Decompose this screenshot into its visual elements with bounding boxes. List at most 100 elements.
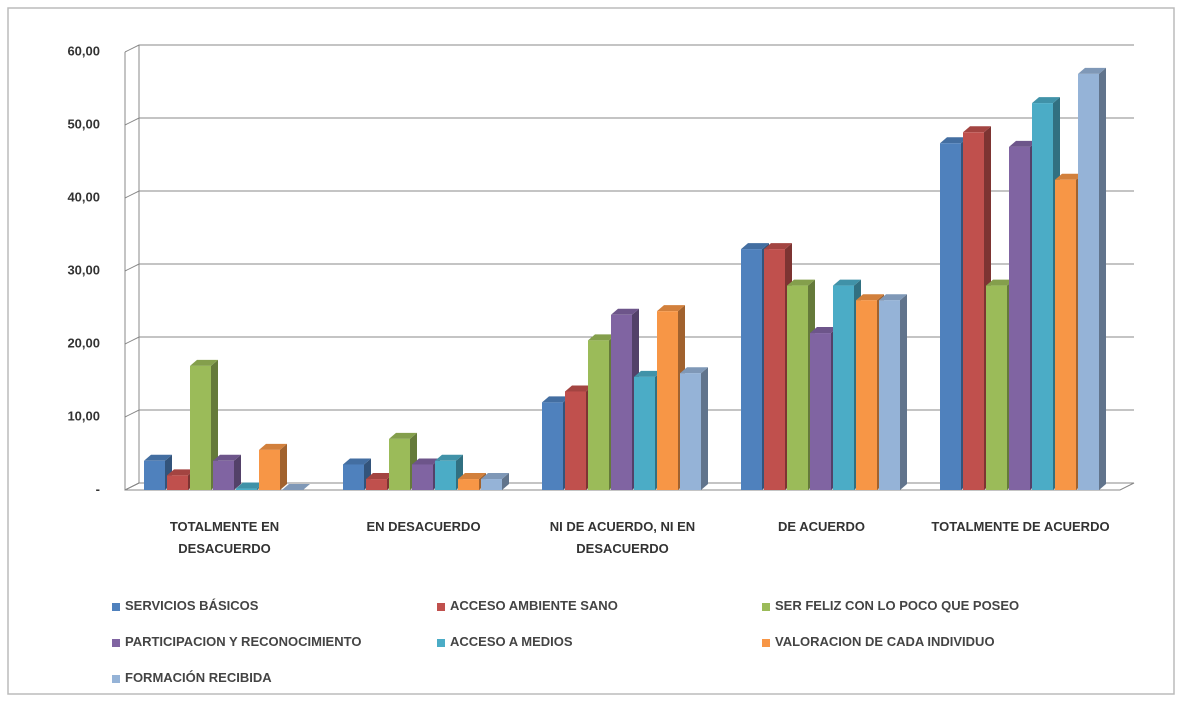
bar-top (1032, 97, 1060, 104)
bar-front (343, 464, 364, 490)
grid-line (124, 190, 1134, 199)
bar-front (1078, 73, 1099, 491)
legend-label: PARTICIPACION Y RECONOCIMIENTO (125, 634, 362, 649)
y-tick-label: 60,00 (67, 43, 100, 58)
bar-top (810, 327, 838, 334)
bar-side (280, 443, 287, 490)
bar (481, 473, 509, 490)
bar-front (213, 460, 234, 490)
bar-top (236, 482, 264, 489)
bar-front (1009, 146, 1030, 490)
legend-item: VALORACION DE CADA INDIVIDUO (762, 634, 995, 649)
legend-label: ACCESO A MEDIOS (450, 634, 573, 649)
bar (435, 454, 463, 490)
bar-top (565, 385, 593, 392)
bar-side (701, 367, 708, 490)
bar-top (680, 367, 708, 374)
bar-top (611, 308, 639, 315)
bar-top (282, 484, 310, 490)
y-tick-label: 20,00 (67, 335, 100, 350)
x-tick-label: NI DE ACUERDO, NI EN DESACUERDO (549, 519, 696, 556)
bar-top (1009, 140, 1037, 147)
bar-front (787, 285, 808, 490)
bar-front (389, 438, 410, 490)
chart-border (7, 7, 1175, 695)
bar-front (236, 488, 257, 490)
bar-front (940, 143, 961, 490)
bar-top (435, 454, 463, 461)
bar-front (764, 249, 785, 490)
grid-line (124, 117, 1134, 126)
bar (879, 294, 907, 490)
legend-item: PARTICIPACION Y RECONOCIMIENTO (112, 634, 361, 649)
bar-top (412, 458, 440, 465)
bar-top (879, 294, 907, 301)
bar-side (1099, 67, 1106, 491)
bar-top (259, 443, 287, 450)
bar-front (810, 333, 831, 490)
bar-front (435, 460, 456, 490)
legend-item: ACCESO A MEDIOS (437, 634, 573, 649)
x-tick-label: EN DESACUERDO (366, 519, 481, 534)
bar-front (680, 373, 701, 490)
bar-top (366, 473, 394, 480)
bar-front (833, 285, 854, 490)
legend-swatch (112, 638, 120, 647)
bar-top (190, 359, 218, 366)
legend-item: SERVICIOS BÁSICOS (112, 598, 258, 613)
bar-front (167, 475, 188, 490)
bar-front (412, 464, 433, 490)
bar-side (900, 294, 907, 490)
bar (259, 443, 287, 490)
legend-swatch (437, 602, 445, 611)
legend-label: SERVICIOS BÁSICOS (125, 598, 259, 613)
bar-front (634, 376, 655, 490)
legend-swatch (437, 638, 445, 647)
bar-front (1032, 103, 1053, 490)
bar-top (389, 432, 417, 439)
legend-item: ACCESO AMBIENTE SANO (437, 598, 618, 613)
legend-label: SER FELIZ CON LO POCO QUE POSEO (775, 598, 1020, 613)
bar-top (963, 126, 991, 133)
y-tick-label: - (96, 481, 100, 496)
x-tick-label: TOTALMENTE DE ACUERDO (931, 519, 1110, 534)
bar-top (833, 279, 861, 286)
bar-top (542, 396, 570, 403)
bar-front (458, 479, 479, 490)
y-tick-label: 50,00 (67, 116, 100, 131)
bar-front (588, 340, 609, 490)
bar-top (213, 454, 241, 461)
bar-front (190, 365, 211, 490)
bar-top (657, 305, 685, 312)
legend-label: ACCESO AMBIENTE SANO (450, 598, 618, 613)
bar-side (211, 359, 218, 490)
legend-item: FORMACIÓN RECIBIDA (112, 670, 272, 685)
bar-front (986, 285, 1007, 490)
bar (190, 359, 218, 490)
bar-front (657, 311, 678, 490)
bar-top (343, 458, 371, 465)
bar-top (986, 279, 1014, 286)
bar-front (1055, 179, 1076, 490)
y-tick-label: 40,00 (67, 189, 100, 204)
bar-front (856, 300, 877, 490)
bar (282, 484, 310, 490)
legend-swatch (112, 602, 120, 611)
bar-top (167, 469, 195, 476)
bar-top (1055, 173, 1083, 180)
legend-label: VALORACION DE CADA INDIVIDUO (775, 634, 995, 649)
legend-swatch (762, 638, 770, 647)
bar-top (588, 334, 616, 341)
bar-front (542, 402, 563, 490)
bar-front (611, 314, 632, 490)
bar-front (144, 460, 165, 490)
bar-top (634, 370, 662, 377)
legend-label: FORMACIÓN RECIBIDA (125, 670, 272, 685)
bar-top (458, 473, 486, 480)
legend-swatch (762, 602, 770, 611)
bar-top (741, 243, 769, 250)
bar-front (366, 479, 387, 490)
bar-top (1078, 67, 1106, 74)
legend-swatch (112, 674, 120, 683)
